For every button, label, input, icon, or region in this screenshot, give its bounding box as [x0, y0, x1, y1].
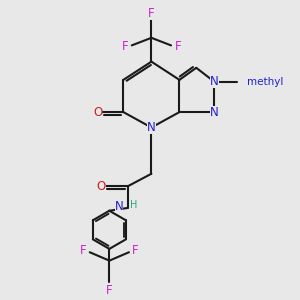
- Text: O: O: [93, 106, 102, 118]
- Text: N: N: [115, 200, 123, 213]
- Text: F: F: [148, 8, 155, 20]
- Text: F: F: [106, 284, 113, 298]
- Text: methyl: methyl: [247, 77, 283, 87]
- Text: F: F: [80, 244, 86, 257]
- Text: H: H: [130, 200, 138, 210]
- Text: F: F: [132, 244, 139, 257]
- Text: F: F: [174, 40, 181, 53]
- Text: N: N: [210, 106, 219, 118]
- Text: F: F: [122, 40, 128, 53]
- Text: N: N: [147, 121, 156, 134]
- Text: N: N: [210, 75, 219, 88]
- Text: O: O: [96, 180, 106, 193]
